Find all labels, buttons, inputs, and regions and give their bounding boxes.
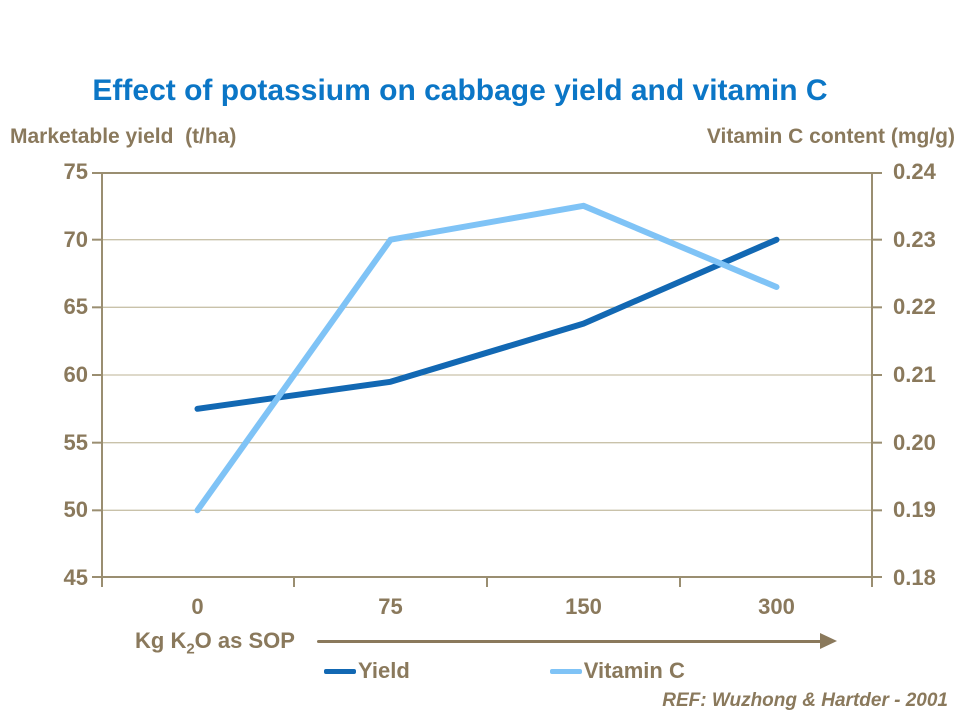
vitamin-c-line-swatch-icon (549, 668, 582, 674)
right-axis-tick-labels: 0.24 0.23 0.22 0.21 0.20 0.19 0.18 (893, 158, 960, 592)
right-tick-label: 0.24 (893, 159, 936, 184)
left-tick-label: 60 (63, 361, 88, 387)
right-tick-label: 0.20 (893, 429, 936, 455)
x-tick-label: 300 (758, 594, 795, 619)
right-axis-title: Vitamin C content (mg/g) (706, 125, 955, 148)
left-tick-label: 50 (63, 497, 88, 523)
x-tick-label: 0 (191, 594, 204, 619)
legend-label-vitamin-c: Vitamin C (583, 658, 685, 683)
left-axis-tick-labels: 75 70 65 60 55 50 45 (18, 158, 88, 592)
x-tick-label: 150 (565, 594, 602, 619)
x-axis-title-suffix: O as SOP (194, 628, 295, 653)
right-tick-label: 0.21 (893, 361, 936, 387)
right-tick-label: 0.19 (893, 497, 936, 523)
legend: Yield Vitamin C (324, 658, 685, 684)
x-axis-title: Kg K2O as SOP (135, 628, 295, 657)
left-tick-label: 65 (63, 294, 88, 320)
left-tick-label: 55 (63, 429, 88, 455)
x-axis-arrow-head-icon (820, 633, 837, 649)
left-tick-label: 70 (63, 226, 88, 252)
legend-label-yield: Yield (358, 658, 410, 683)
yield-line-swatch-icon (324, 668, 356, 674)
x-axis-title-subscript: 2 (186, 640, 195, 658)
x-axis-tick-labels: 0 75 150 300 (101, 594, 873, 620)
left-axis-title: Marketable yield (t/ha) (10, 125, 237, 148)
x-axis-title-prefix: Kg K (135, 628, 187, 653)
legend-item-yield: Yield (324, 658, 410, 684)
legend-item-vitamin-c: Vitamin C (549, 658, 685, 684)
chart-title: Effect of potassium on cabbage yield and… (92, 74, 828, 107)
right-tick-label: 0.23 (893, 226, 936, 252)
x-axis-arrow-line (317, 640, 823, 643)
plot-svg (92, 172, 882, 587)
reference-credit: REF: Wuzhong & Hartder - 2001 (662, 690, 948, 711)
right-tick-label: 0.18 (893, 564, 936, 590)
plot-area (92, 172, 882, 587)
left-tick-label: 45 (63, 564, 88, 590)
right-tick-label: 0.22 (893, 294, 936, 320)
x-tick-label: 75 (378, 594, 403, 619)
left-tick-label: 75 (63, 159, 88, 184)
